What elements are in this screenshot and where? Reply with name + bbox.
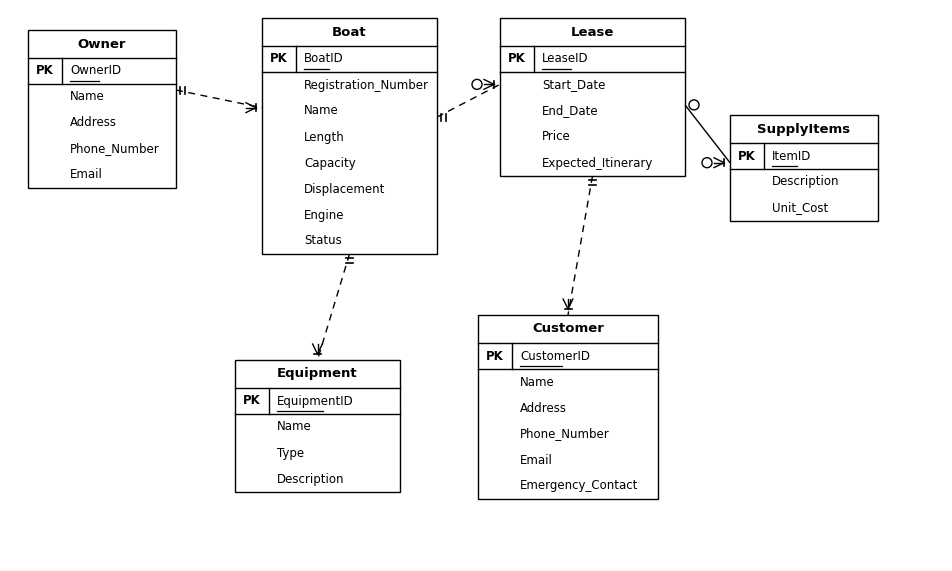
Text: Expected_Itinerary: Expected_Itinerary	[542, 156, 653, 170]
Text: Phone_Number: Phone_Number	[520, 428, 609, 440]
Text: Unit_Cost: Unit_Cost	[772, 202, 828, 215]
Text: Description: Description	[772, 175, 840, 188]
Text: Engine: Engine	[304, 208, 345, 222]
Text: Address: Address	[70, 116, 117, 130]
Text: Price: Price	[542, 131, 571, 143]
Text: LeaseID: LeaseID	[542, 53, 588, 66]
Text: PK: PK	[508, 53, 526, 66]
Text: EquipmentID: EquipmentID	[277, 395, 354, 408]
Text: Registration_Number: Registration_Number	[304, 78, 429, 91]
Text: Address: Address	[520, 401, 567, 415]
Text: Type: Type	[277, 447, 304, 460]
Text: Status: Status	[304, 235, 342, 247]
Text: PK: PK	[738, 150, 756, 163]
Text: Name: Name	[277, 420, 311, 433]
Text: Name: Name	[520, 376, 555, 388]
Bar	[262, 18, 437, 254]
Text: CustomerID: CustomerID	[520, 349, 590, 363]
Bar	[478, 315, 658, 499]
Bar	[500, 18, 685, 176]
Text: Lease: Lease	[571, 26, 614, 38]
Text: BoatID: BoatID	[304, 53, 344, 66]
Text: ItemID: ItemID	[772, 150, 811, 163]
Text: Length: Length	[304, 131, 345, 143]
Text: Name: Name	[304, 104, 339, 118]
Text: Description: Description	[277, 472, 345, 485]
Text: End_Date: End_Date	[542, 104, 599, 118]
Text: PK: PK	[36, 65, 54, 78]
Text: Start_Date: Start_Date	[542, 78, 605, 91]
Text: Name: Name	[70, 90, 105, 103]
Text: PK: PK	[243, 395, 261, 408]
Text: Customer: Customer	[532, 323, 604, 336]
Text: Capacity: Capacity	[304, 156, 356, 170]
Text: SupplyItems: SupplyItems	[758, 123, 850, 135]
Text: Displacement: Displacement	[304, 183, 386, 195]
Bar	[28, 30, 176, 188]
Text: PK: PK	[486, 349, 504, 363]
Text: PK: PK	[270, 53, 288, 66]
Bar	[235, 360, 400, 492]
Text: Emergency_Contact: Emergency_Contact	[520, 480, 639, 493]
Text: Boat: Boat	[332, 26, 367, 38]
Text: OwnerID: OwnerID	[70, 65, 121, 78]
Text: Owner: Owner	[78, 38, 127, 50]
Bar	[730, 115, 878, 221]
Text: Email: Email	[70, 168, 103, 182]
Text: Equipment: Equipment	[277, 368, 358, 380]
Text: Email: Email	[520, 453, 553, 467]
Text: Phone_Number: Phone_Number	[70, 143, 160, 155]
